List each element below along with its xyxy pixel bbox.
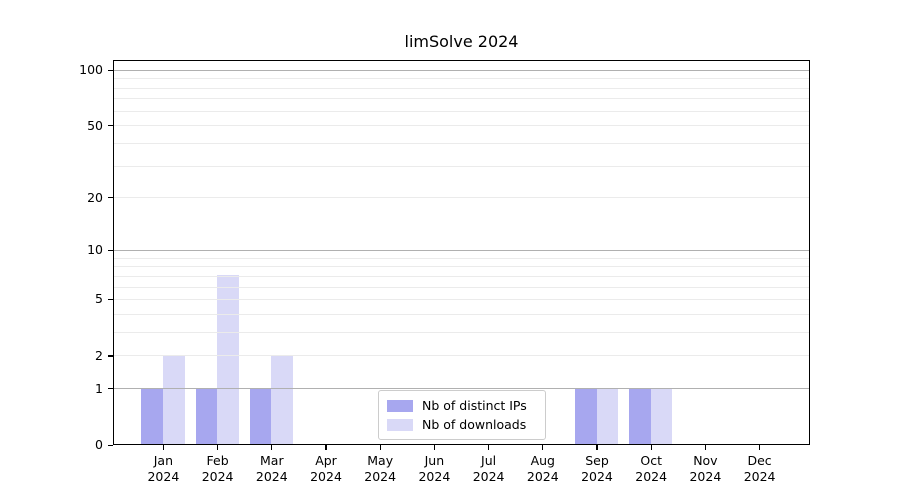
gridline-y-9 [114,257,809,259]
gridline-y-3 [114,331,809,333]
x-tick-label-may: May 2024 [364,453,397,484]
x-tick-may [379,445,381,450]
x-tick-label-dec: Dec 2024 [743,453,776,484]
bar-distinct-ips-feb [195,387,218,444]
x-tick-label-nov: Nov 2024 [689,453,722,484]
y-tick-label-100: 100 [79,62,103,78]
x-tick-jan [162,445,165,450]
y-tick-20 [108,197,113,199]
gridline-y-100 [114,69,809,71]
x-tick-jul [487,445,490,450]
legend-label-distinct-ips: Nb of distinct IPs [422,398,527,413]
gridline-y-6 [114,286,809,288]
y-tick-0 [108,444,113,446]
gridline-y-50 [114,125,809,127]
y-tick-5 [108,298,113,301]
gridline-y-60 [114,110,809,112]
gridline-y-40 [114,142,809,144]
bar-downloads-oct [650,387,673,444]
x-tick-oct [650,445,652,450]
plot-area [113,60,810,445]
y-tick-100 [108,69,113,71]
legend: Nb of distinct IPs Nb of downloads [378,390,546,440]
y-tick-label-20: 20 [87,189,103,205]
gridline-y-2 [114,355,809,357]
y-tick-label-5: 5 [95,291,103,307]
gridline-y-7 [114,275,809,277]
gridline-y-5 [114,299,809,301]
x-tick-sep [596,445,598,450]
gridline-y-20 [114,197,809,199]
y-tick-2 [108,355,113,357]
gridline-y-30 [114,165,809,167]
y-tick-label-1: 1 [95,380,103,396]
y-tick-50 [108,125,113,127]
x-tick-aug [542,445,544,450]
y-tick-1 [108,388,113,390]
chart-title: limSolve 2024 [404,32,519,51]
bar-downloads-feb [217,275,239,444]
y-tick-label-10: 10 [87,242,103,258]
gridline-y-1 [114,388,809,390]
x-tick-label-aug: Aug 2024 [526,453,559,484]
x-tick-dec [758,445,761,450]
x-tick-label-oct: Oct 2024 [635,453,668,484]
legend-item-downloads: Nb of downloads [387,415,536,434]
legend-item-distinct-ips: Nb of distinct IPs [387,396,536,415]
gridline-y-8 [114,266,809,268]
gridline-y-70 [114,98,809,100]
gridline-y-10 [114,249,809,251]
bar-downloads-jan [163,354,185,444]
x-tick-label-feb: Feb 2024 [201,453,234,484]
x-tick-label-jun: Jun 2024 [418,453,451,484]
x-tick-apr [325,445,327,450]
y-tick-label-2: 2 [95,347,103,363]
bar-distinct-ips-jan [141,387,163,444]
x-tick-mar [271,445,273,450]
x-tick-jun [433,445,436,450]
x-tick-label-sep: Sep 2024 [581,453,613,484]
bar-distinct-ips-oct [629,387,651,444]
gridline-y-90 [114,78,809,80]
legend-label-downloads: Nb of downloads [422,417,527,432]
bar-distinct-ips-mar [249,387,272,444]
legend-swatch-distinct-ips [387,399,413,412]
x-tick-label-apr: Apr 2024 [310,453,342,484]
x-tick-nov [704,445,707,450]
gridline-y-80 [114,87,809,89]
bar-downloads-mar [271,354,294,444]
gridline-y-4 [114,313,809,315]
x-tick-label-jan: Jan 2024 [147,453,180,484]
y-tick-10 [108,249,113,251]
bar-downloads-sep [596,387,619,444]
x-tick-label-jul: Jul 2024 [472,453,505,484]
x-tick-feb [216,445,219,450]
legend-swatch-downloads [387,418,413,431]
bar-distinct-ips-sep [574,387,597,444]
x-tick-label-mar: Mar 2024 [255,453,288,484]
y-tick-label-50: 50 [87,117,103,133]
y-tick-label-0: 0 [95,437,103,452]
